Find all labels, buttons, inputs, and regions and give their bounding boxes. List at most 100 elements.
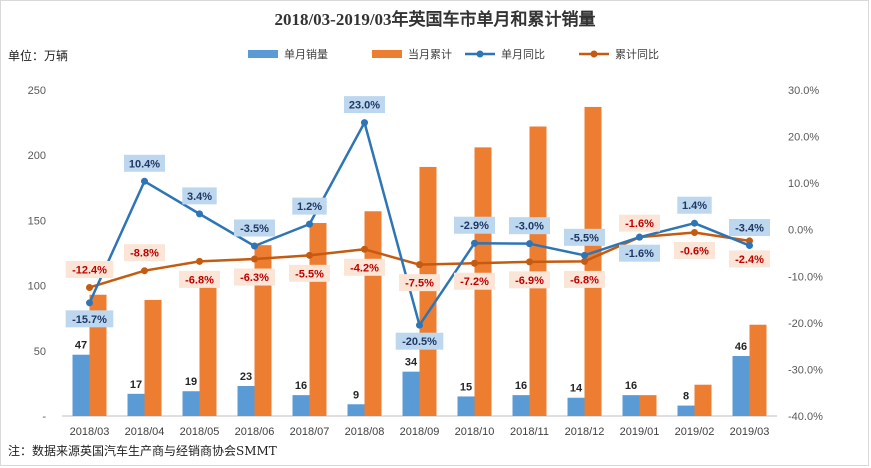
label-monthly-yoy: -3.5% <box>240 223 269 235</box>
label-monthly-yoy: -1.6% <box>625 248 654 260</box>
bar-monthly-sales <box>457 396 475 416</box>
label-monthly-yoy-box <box>344 96 385 114</box>
bar-cumulative-sales <box>584 106 602 417</box>
label-cumulative-yoy-box <box>179 270 220 288</box>
label-cumulative-yoy-box <box>289 264 330 282</box>
bar-monthly-sales <box>72 354 90 416</box>
point-cumulative-yoy <box>306 251 313 259</box>
label-monthly-yoy-box <box>509 217 550 235</box>
label-monthly-yoy: 1.2% <box>297 201 322 213</box>
legend-marker <box>590 50 598 58</box>
lines <box>86 119 753 329</box>
label-monthly-yoy-box <box>729 219 770 237</box>
source-note: 注：数据来源英国汽车生产商与经销商协会SMMT <box>8 443 277 458</box>
label-cumulative-yoy-box <box>65 260 114 278</box>
label-monthly-yoy: -15.7% <box>72 314 107 326</box>
point-cumulative-yoy <box>526 258 533 266</box>
bar-monthly-sales <box>512 395 530 416</box>
y-left-tick-label: 250 <box>28 85 46 97</box>
legend-label: 单月销量 <box>284 47 328 61</box>
bar-value-label: 16 <box>625 380 637 392</box>
label-cumulative-yoy: -7.5% <box>405 278 434 290</box>
bar-value-label: 34 <box>405 357 418 369</box>
point-monthly-yoy <box>746 242 753 250</box>
label-monthly-yoy: 1.4% <box>682 200 707 212</box>
bar-cumulative-sales <box>144 299 162 416</box>
x-tick-label: 2019/03 <box>730 426 770 438</box>
bar-value-label: 9 <box>353 389 359 401</box>
y-right-tick-label: -40.0% <box>788 411 823 423</box>
legend-label: 累计同比 <box>615 48 659 61</box>
label-monthly-yoy: -3.4% <box>735 223 764 235</box>
bar-cumulative-sales <box>199 285 217 416</box>
y-left-tick-label: 200 <box>28 150 46 162</box>
label-cumulative-yoy: -6.9% <box>515 275 544 287</box>
point-cumulative-yoy <box>416 261 423 269</box>
label-cumulative-yoy: -8.8% <box>130 248 159 260</box>
label-cumulative-yoy: -4.2% <box>350 262 379 274</box>
axes: - 50 100 150 200 250 -40.0% -30.0% -20.0% -10.0% 0… <box>28 85 823 438</box>
label-monthly-yoy: -2.9% <box>460 220 489 232</box>
point-monthly-yoy <box>691 219 698 227</box>
label-cumulative-yoy-box <box>674 242 715 260</box>
y-left-tick-label: 50 <box>34 346 46 358</box>
bar-cumulative-sales <box>639 395 657 416</box>
chart-title: 2018/03-2019/03年英国车市单月和累计销量 <box>274 9 595 29</box>
point-monthly-yoy <box>306 220 313 228</box>
bar-value-label: 46 <box>735 341 747 353</box>
y-right-tick-label: -30.0% <box>788 364 823 376</box>
label-cumulative-yoy-box <box>234 268 275 286</box>
y-right-tick-label: 30.0% <box>788 85 819 97</box>
bar-monthly-sales <box>127 393 145 416</box>
point-monthly-yoy <box>251 242 258 250</box>
point-cumulative-yoy <box>691 229 698 237</box>
label-cumulative-yoy-box <box>454 272 495 290</box>
legend-marker <box>476 50 484 58</box>
label-monthly-yoy: -5.5% <box>570 232 599 244</box>
label-cumulative-yoy-box <box>729 250 770 268</box>
bar-monthly-sales <box>622 395 640 416</box>
y-left-tick-label: 100 <box>28 281 46 293</box>
bar-value-label: 23 <box>240 371 252 383</box>
point-monthly-yoy <box>86 299 93 307</box>
unit-label: 单位：万辆 <box>8 48 68 63</box>
bar-value-label: 19 <box>185 376 197 388</box>
x-tick-label: 2019/01 <box>620 426 660 438</box>
label-monthly-yoy: 23.0% <box>349 100 380 112</box>
x-tick-label: 2018/12 <box>565 426 605 438</box>
label-monthly-yoy: -3.0% <box>515 221 544 233</box>
x-tick-label: 2018/03 <box>70 426 110 438</box>
label-monthly-yoy-box <box>182 187 217 205</box>
label-cumulative-yoy: -12.4% <box>72 264 107 276</box>
label-monthly-yoy-box <box>564 228 605 246</box>
x-tick-label: 2018/10 <box>455 426 495 438</box>
label-cumulative-yoy: -7.2% <box>460 276 489 288</box>
bar-cumulative-sales <box>529 126 547 417</box>
label-cumulative-yoy: -5.5% <box>295 268 324 280</box>
bar-cumulative-sales <box>254 245 272 416</box>
legend-label: 当月累计 <box>408 47 452 61</box>
y-left-tick-label: 150 <box>28 215 46 227</box>
legend-swatch <box>248 50 278 58</box>
label-monthly-yoy-box <box>677 196 712 214</box>
x-tick-label: 2018/11 <box>510 426 549 438</box>
label-cumulative-yoy-box <box>619 214 660 232</box>
label-cumulative-yoy: -6.8% <box>570 274 599 286</box>
label-cumulative-yoy-box <box>399 274 440 292</box>
label-monthly-yoy: 10.4% <box>129 158 160 170</box>
bar-cumulative-sales <box>749 324 767 416</box>
label-cumulative-yoy-box <box>124 244 165 262</box>
bar-monthly-sales <box>292 395 310 416</box>
y-right-tick-label: 10.0% <box>788 178 819 190</box>
point-cumulative-yoy <box>581 257 588 265</box>
label-monthly-yoy-box <box>619 244 660 262</box>
point-monthly-yoy <box>416 321 423 329</box>
y-right-tick-label: 0.0% <box>788 225 813 237</box>
point-cumulative-yoy <box>86 283 93 291</box>
label-cumulative-yoy: -2.4% <box>735 254 764 266</box>
point-monthly-yoy <box>361 119 368 127</box>
point-cumulative-yoy <box>141 267 148 275</box>
x-tick-label: 2018/09 <box>400 426 440 438</box>
y-left-tick-label: - <box>42 411 46 423</box>
